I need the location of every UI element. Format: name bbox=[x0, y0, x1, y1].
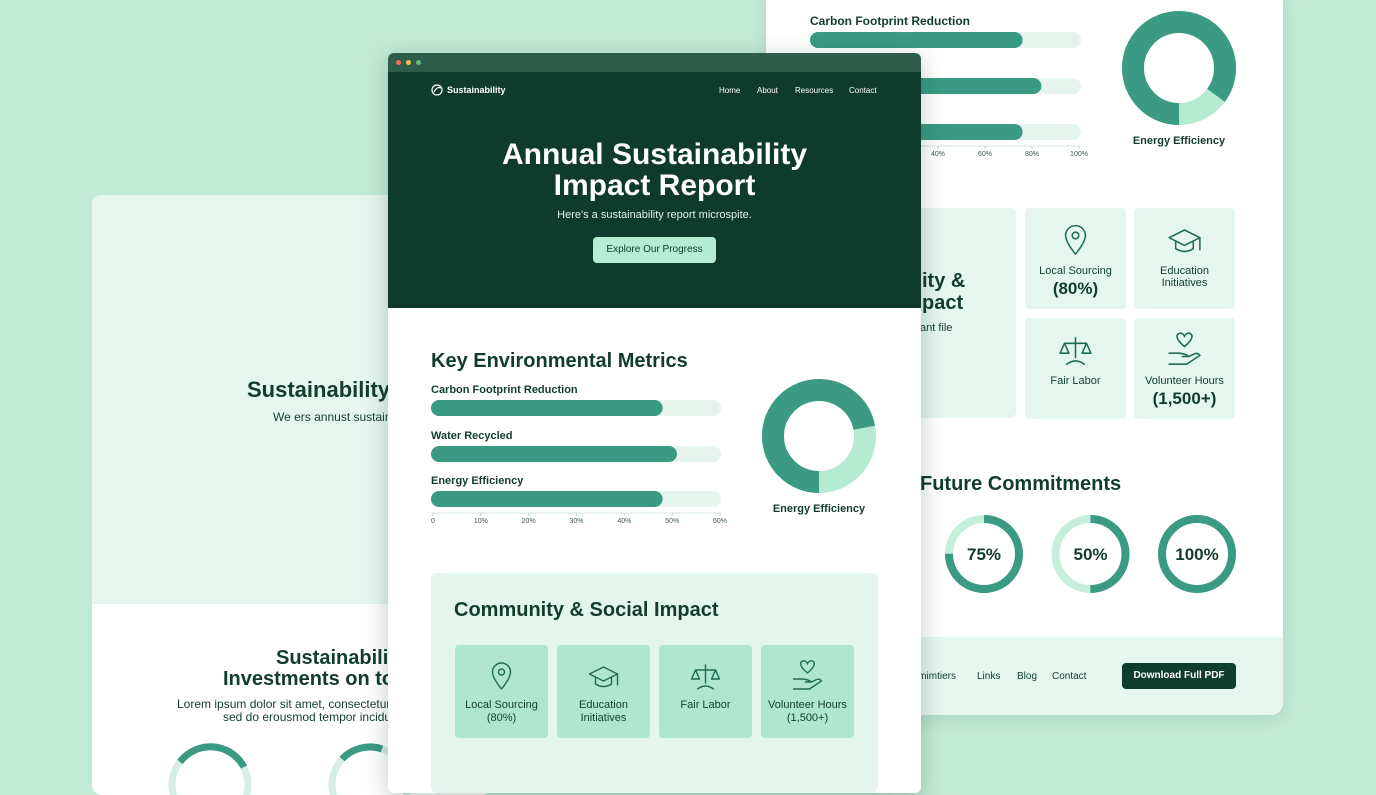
icon bbox=[800, 660, 815, 674]
icon bbox=[491, 662, 512, 690]
left-body: Lorem ipsum dolor sit amet, consectetur … bbox=[177, 697, 407, 711]
section-title: Key Environmental Metrics bbox=[431, 350, 688, 372]
hero bbox=[388, 72, 921, 308]
icon bbox=[1176, 332, 1193, 348]
footer-link[interactable]: Blog bbox=[1017, 671, 1038, 682]
nav-link[interactable]: Home bbox=[719, 86, 741, 95]
icon bbox=[588, 666, 619, 682]
impact-card bbox=[1134, 208, 1235, 309]
ring-value bbox=[945, 515, 1023, 593]
icon bbox=[690, 664, 721, 690]
card-label: Volunteer Hours bbox=[1145, 375, 1224, 387]
bar bbox=[431, 491, 663, 507]
hero-title: Impact Report bbox=[553, 169, 756, 202]
x-tick-label: 10% bbox=[474, 518, 488, 525]
x-tick-label: 0 bbox=[431, 518, 435, 525]
left-heading: Sustainabilit bbox=[276, 647, 395, 669]
title-bar bbox=[388, 53, 921, 72]
bar bbox=[810, 32, 1023, 48]
card-label: Fair Labor bbox=[680, 699, 731, 711]
bar-label: Energy Efficiency bbox=[431, 475, 524, 487]
footer-link[interactable]: Links bbox=[977, 671, 1001, 682]
dot bbox=[416, 60, 421, 65]
icon bbox=[1168, 352, 1201, 365]
icon bbox=[594, 676, 613, 688]
footer-link[interactable]: Contact bbox=[1052, 671, 1087, 682]
ring-label: 50% bbox=[1073, 545, 1107, 564]
donut-label: Energy Efficiency bbox=[1132, 135, 1226, 147]
icon bbox=[1064, 224, 1087, 255]
icon bbox=[1071, 231, 1080, 240]
x-tick-label: 20% bbox=[522, 518, 536, 525]
dot bbox=[406, 60, 411, 65]
footer-link[interactable]: imimtiers bbox=[916, 671, 956, 682]
x-tick-label: 80% bbox=[1025, 151, 1039, 158]
card-label: Fair Labor bbox=[1050, 375, 1101, 387]
brand[interactable]: Sustainability bbox=[447, 85, 506, 95]
front-graphics: Carbon Footprint Reduction Water Recycled… bbox=[431, 379, 876, 690]
card-label: Local Sourcing bbox=[1039, 265, 1112, 277]
x-tick-label: 60% bbox=[978, 151, 992, 158]
card-label: (1,500+) bbox=[786, 712, 829, 724]
card-label: Education bbox=[579, 699, 628, 711]
donut-label: Energy Efficiency bbox=[772, 503, 866, 515]
icon bbox=[1174, 240, 1195, 253]
card-label: Education bbox=[1160, 265, 1209, 277]
fragment: ant file bbox=[920, 322, 953, 334]
nav-link[interactable]: Contact bbox=[849, 86, 877, 95]
icon bbox=[497, 668, 506, 676]
card-label: (80%) bbox=[1052, 279, 1099, 298]
card-label: Initiatives bbox=[580, 712, 627, 724]
ring-value bbox=[1051, 515, 1130, 593]
bar-label: Carbon Footprint Reduction bbox=[810, 14, 970, 28]
left-title: Sustainability bbox=[247, 377, 391, 402]
impact-card bbox=[659, 645, 752, 738]
impact-card bbox=[455, 645, 548, 738]
section-title: Future Commitments bbox=[920, 473, 1122, 495]
card-label: Volunteer Hours bbox=[768, 699, 847, 711]
ring-value bbox=[1158, 515, 1236, 593]
right-graphics: 40% 60% 80% 100% 75% 50% 100% bbox=[810, 11, 1236, 593]
left-heading: Investments on to bbox=[223, 668, 395, 690]
x-tick-label: 40% bbox=[617, 518, 631, 525]
card-label: (1,500+) bbox=[1152, 389, 1217, 408]
icon bbox=[1059, 337, 1092, 365]
download-button[interactable]: Download Full PDF bbox=[1122, 663, 1236, 689]
fragment: pact bbox=[922, 292, 964, 314]
x-tick-label: 50% bbox=[665, 518, 679, 525]
card-label: Local Sourcing bbox=[465, 699, 538, 711]
bar-label: Water Recycled bbox=[431, 430, 513, 442]
nav-link[interactable]: Resources bbox=[795, 86, 834, 95]
left-body: sed do erousmod tempor incidun bbox=[223, 710, 398, 724]
impact-card bbox=[1025, 318, 1126, 419]
page: Sustainability We ers annust sustainal S… bbox=[92, 0, 1283, 795]
card-label: Initiatives bbox=[1161, 277, 1208, 289]
card-label: (80%) bbox=[486, 712, 517, 724]
bar bbox=[431, 400, 663, 416]
x-tick-label: 100% bbox=[1070, 151, 1088, 158]
ring-value bbox=[1122, 11, 1236, 125]
hero-title: Annual Sustainability bbox=[501, 138, 808, 171]
bar bbox=[431, 446, 677, 462]
logo bbox=[431, 84, 443, 96]
fragment: ity & bbox=[922, 270, 966, 292]
nav-link[interactable]: About bbox=[757, 86, 778, 95]
ring-label: 100% bbox=[1175, 545, 1218, 564]
bar-label: Carbon Footprint Reduction bbox=[431, 384, 578, 396]
icon bbox=[792, 678, 823, 690]
hero-button[interactable]: Explore Our Progress bbox=[593, 237, 716, 263]
left-text: We ers annust sustainal bbox=[273, 410, 401, 424]
x-tick-label: 30% bbox=[569, 518, 583, 525]
hero-subtitle: Here's a sustainability report microspit… bbox=[557, 209, 752, 221]
impact-card bbox=[761, 645, 854, 738]
section-title: Community & Social Impact bbox=[454, 599, 719, 621]
x-tick-label: 60% bbox=[713, 518, 727, 525]
dot bbox=[396, 60, 401, 65]
x-tick-label: 40% bbox=[931, 151, 945, 158]
ring-value bbox=[762, 379, 876, 493]
impact-card bbox=[557, 645, 650, 738]
ring-label: 75% bbox=[967, 545, 1001, 564]
